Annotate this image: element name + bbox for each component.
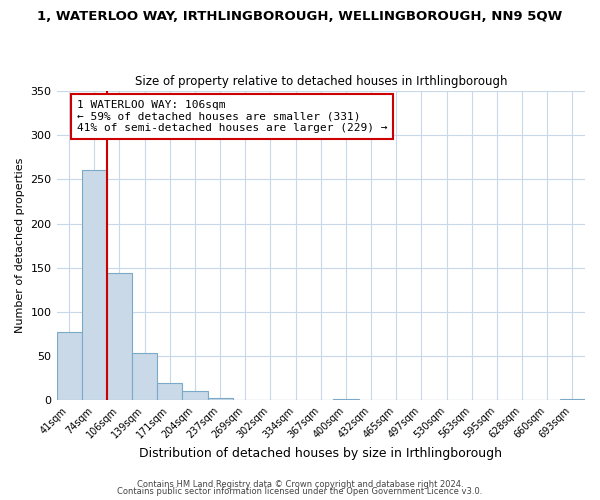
Y-axis label: Number of detached properties: Number of detached properties <box>15 158 25 334</box>
Bar <box>56 332 82 400</box>
X-axis label: Distribution of detached houses by size in Irthlingborough: Distribution of detached houses by size … <box>139 447 502 460</box>
Text: Contains HM Land Registry data © Crown copyright and database right 2024.: Contains HM Land Registry data © Crown c… <box>137 480 463 489</box>
Bar <box>157 382 182 400</box>
Text: 1 WATERLOO WAY: 106sqm
← 59% of detached houses are smaller (331)
41% of semi-de: 1 WATERLOO WAY: 106sqm ← 59% of detached… <box>77 100 387 133</box>
Text: 1, WATERLOO WAY, IRTHLINGBOROUGH, WELLINGBOROUGH, NN9 5QW: 1, WATERLOO WAY, IRTHLINGBOROUGH, WELLIN… <box>37 10 563 23</box>
Bar <box>132 352 157 401</box>
Title: Size of property relative to detached houses in Irthlingborough: Size of property relative to detached ho… <box>134 76 507 88</box>
Bar <box>208 398 233 400</box>
Bar <box>560 398 585 400</box>
Bar <box>107 273 132 400</box>
Bar <box>182 392 208 400</box>
Text: Contains public sector information licensed under the Open Government Licence v3: Contains public sector information licen… <box>118 487 482 496</box>
Bar <box>82 170 107 400</box>
